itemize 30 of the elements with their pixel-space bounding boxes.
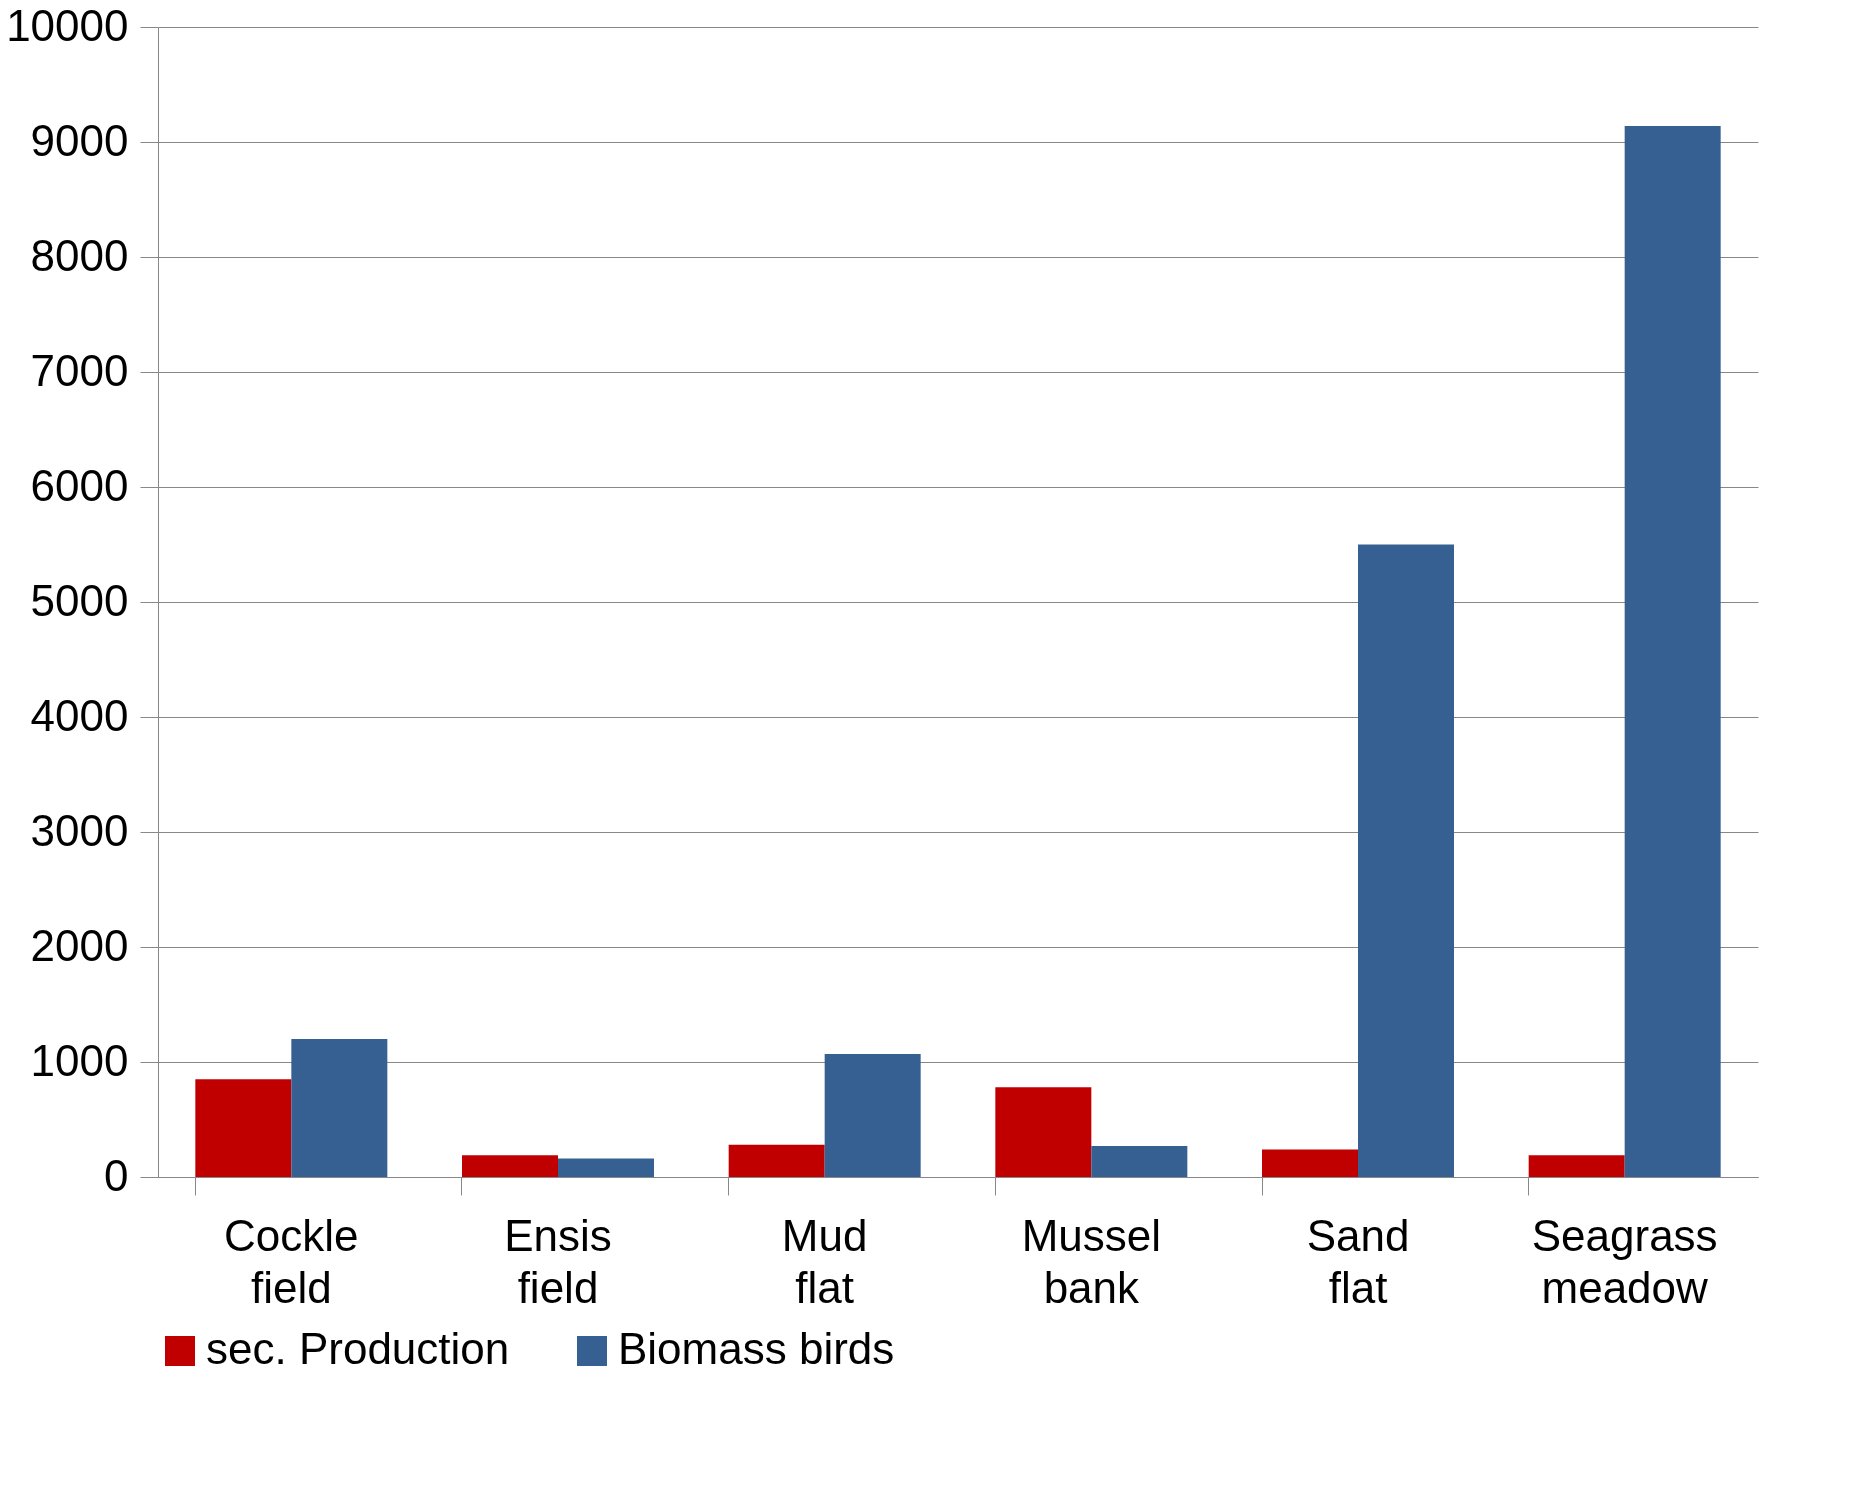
y-tick-label: 9000 (30, 115, 129, 165)
x-tick-label: Sand flat (1306, 1210, 1410, 1312)
bar (1528, 1155, 1625, 1177)
y-tick-label: 0 (104, 1150, 129, 1200)
y-tick-label: 10000 (6, 0, 129, 50)
legend-label: Biomass birds (618, 1324, 895, 1373)
y-tick-label: 3000 (30, 805, 129, 855)
bar (462, 1155, 558, 1177)
y-tick-label: 4000 (30, 690, 129, 740)
bar (995, 1087, 1092, 1177)
x-tick-label: Mud flat (781, 1210, 868, 1312)
bar (824, 1053, 921, 1177)
y-tick-label: 1000 (30, 1035, 129, 1085)
bar (195, 1079, 292, 1177)
x-tick-label: Ensis field (504, 1210, 612, 1312)
bar (1091, 1145, 1188, 1177)
bar (1358, 544, 1454, 1177)
x-tick-label: Mussel bank (1021, 1210, 1162, 1312)
bar (291, 1039, 388, 1177)
x-tick-label: Seagrass meadow (1531, 1210, 1718, 1312)
bar (1624, 125, 1721, 1177)
y-tick-label: 6000 (30, 460, 129, 510)
y-tick-label: 7000 (30, 345, 129, 395)
legend-label: sec. Production (206, 1324, 510, 1373)
bar (728, 1144, 825, 1177)
y-tick-label: 2000 (30, 920, 129, 970)
y-tick-label: 8000 (30, 230, 129, 280)
y-tick-label: 5000 (30, 575, 129, 625)
bar (558, 1158, 654, 1177)
bar (1262, 1149, 1358, 1177)
